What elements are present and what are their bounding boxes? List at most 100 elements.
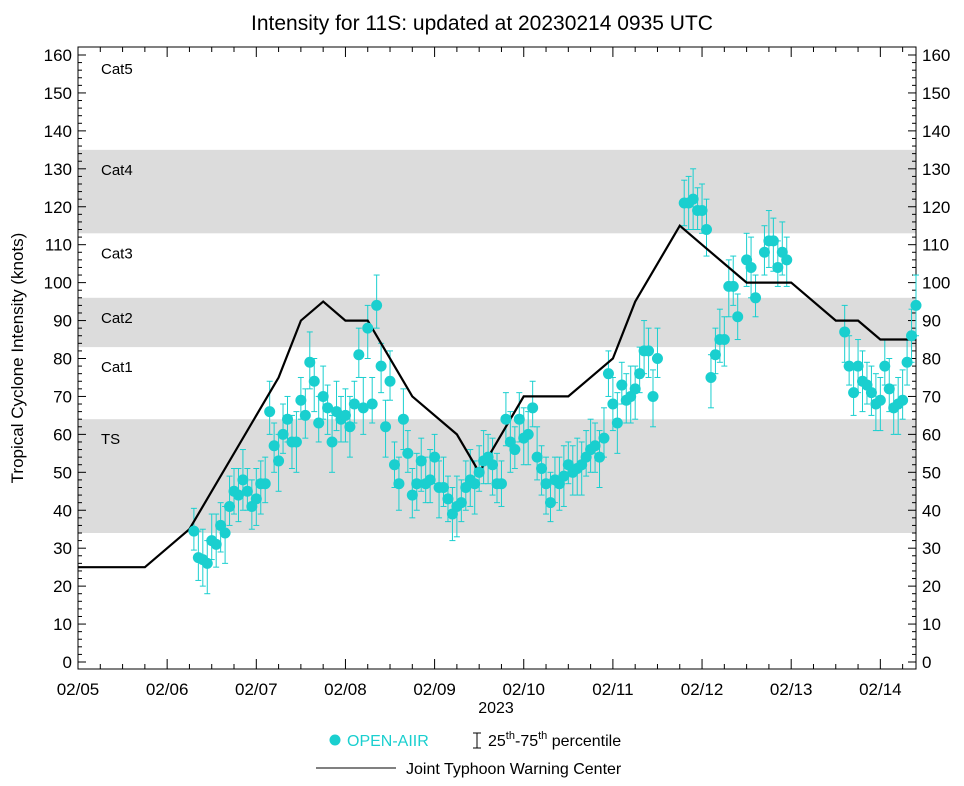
y-tick-label: 40	[53, 501, 72, 520]
open-aiir-point	[500, 413, 512, 425]
x-tick-label: 02/11	[592, 680, 633, 699]
y-tick-label: 50	[922, 463, 941, 482]
open-aiir-point	[522, 428, 534, 440]
y-tick-label: 20	[922, 577, 941, 596]
open-aiir-point	[406, 489, 418, 501]
chart-title: Intensity for 11S: updated at 20230214 0…	[251, 12, 713, 35]
open-aiir-point	[326, 436, 338, 448]
y-tick-label: 40	[922, 501, 941, 520]
open-aiir-point	[237, 474, 249, 486]
band-cat4	[78, 149, 916, 234]
open-aiir-point	[874, 394, 886, 406]
open-aiir-point	[643, 345, 655, 357]
legend-points-label: OPEN-AIIR	[347, 733, 429, 750]
x-tick-label: 02/14	[859, 680, 902, 699]
y-tick-label: 150	[922, 84, 950, 103]
open-aiir-point	[611, 417, 623, 429]
y-tick-label: 120	[922, 198, 950, 217]
open-aiir-point	[380, 421, 392, 433]
x-tick-label: 02/07	[235, 680, 278, 699]
axes	[77, 46, 917, 670]
open-aiir-point	[264, 406, 276, 418]
open-aiir-point	[594, 451, 606, 463]
legend-percentile-label: 25th-75th percentile	[488, 730, 621, 750]
band-label-cat2: Cat2	[101, 310, 133, 327]
open-aiir-point	[839, 326, 851, 338]
open-aiir-point	[371, 299, 383, 311]
jtwc-line	[78, 224, 916, 569]
open-aiir-point	[424, 474, 436, 486]
open-aiir-point	[634, 368, 646, 380]
open-aiir-point	[781, 254, 793, 266]
y-tick-label: 110	[45, 236, 72, 255]
open-aiir-point	[388, 459, 400, 471]
y-tick-label: 70	[53, 387, 72, 406]
y-tick-label: 90	[53, 312, 72, 331]
x-axis-label: 2023	[478, 700, 514, 717]
open-aiir-point	[397, 413, 409, 425]
y-tick-label: 0	[63, 653, 72, 672]
open-aiir-point	[906, 330, 918, 342]
y-tick-label: 60	[922, 425, 941, 444]
y-tick-label: 90	[922, 312, 941, 331]
open-aiir-point	[384, 375, 396, 387]
open-aiir-point	[455, 497, 467, 509]
open-aiir-point	[375, 360, 387, 372]
y-axis-right: 0 10 20 30 40 50 60 70 80 90 100 110 120 130 140 150 160	[908, 46, 950, 672]
open-aiir-point	[353, 349, 365, 361]
open-aiir-point	[219, 527, 231, 539]
open-aiir-point	[910, 299, 922, 311]
open-aiir-point	[366, 398, 378, 410]
open-aiir-point	[402, 447, 414, 459]
open-aiir-point	[732, 311, 744, 323]
open-aiir-point	[767, 235, 779, 247]
x-tick-label: 02/12	[681, 680, 724, 699]
open-aiir-point	[259, 478, 271, 490]
open-aiir-point	[268, 440, 280, 452]
y-tick-label: 80	[922, 350, 941, 369]
open-aiir-point	[344, 421, 356, 433]
y-tick-label: 130	[44, 160, 72, 179]
open-aiir-point	[290, 436, 302, 448]
open-aiir-point	[241, 485, 253, 497]
open-aiir-point	[393, 478, 405, 490]
open-aiir-point	[897, 394, 909, 406]
open-aiir-point	[750, 292, 762, 304]
open-aiir-point	[558, 470, 570, 482]
open-aiir-point	[438, 481, 450, 493]
y-tick-label: 150	[44, 84, 72, 103]
open-aiir-point	[651, 353, 663, 364]
open-aiir-point	[487, 459, 499, 471]
x-axis: 02/05 02/06 02/07 02/08 02/09 02/10 02/11 02/12…	[57, 47, 904, 699]
x-tick-label: 02/13	[770, 680, 813, 699]
open-aiir-point	[469, 478, 481, 490]
plot-frame	[77, 46, 917, 670]
y-tick-label: 10	[922, 615, 941, 634]
y-tick-label: 110	[922, 236, 949, 255]
open-aiir-point	[616, 379, 628, 391]
open-aiir-point	[629, 383, 641, 395]
legend-point-marker	[329, 734, 341, 746]
open-aiir-point	[304, 356, 316, 368]
open-aiir-point	[201, 557, 213, 569]
open-aiir-point	[758, 246, 770, 258]
x-tick-label: 02/05	[57, 680, 100, 699]
open-aiir-point	[540, 478, 552, 490]
open-aiir-point	[277, 428, 289, 440]
open-aiir-point	[843, 360, 855, 372]
open-aiir-point	[299, 409, 311, 421]
x-tick-label: 02/10	[502, 680, 545, 699]
y-tick-label: 10	[53, 615, 72, 634]
open-aiir-point	[442, 493, 454, 505]
open-aiir-point	[224, 500, 236, 512]
open-aiir-point	[727, 280, 739, 292]
legend: OPEN-AIIR 25th-75th percentile Joint Typ…	[316, 730, 622, 778]
band-cat2	[78, 297, 916, 348]
open-aiir-point	[411, 478, 423, 490]
open-aiir-point	[308, 375, 320, 387]
y-tick-label: 100	[44, 274, 72, 293]
open-aiir-point	[901, 356, 913, 368]
open-aiir-point	[250, 493, 262, 505]
open-aiir-point	[339, 409, 351, 421]
